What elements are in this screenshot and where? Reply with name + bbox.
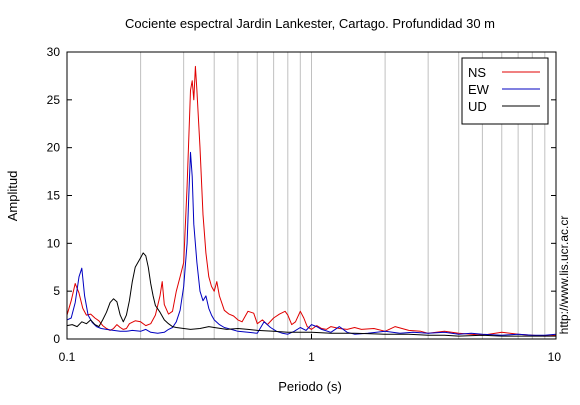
series-line-ns bbox=[66, 65, 557, 337]
y-tick-label-25: 25 bbox=[47, 93, 61, 107]
chart-title: Cociente espectral Jardin Lankester, Car… bbox=[125, 16, 495, 31]
source-annotation: http://www.lis.ucr.ac.cr bbox=[557, 216, 571, 335]
x-axis-label: Periodo (s) bbox=[278, 379, 342, 394]
legend: NS EW UD bbox=[461, 57, 549, 125]
series-line-ew bbox=[66, 151, 557, 336]
y-axis-label: Amplitud bbox=[5, 171, 20, 222]
y-tick-label-30: 30 bbox=[47, 45, 61, 59]
legend-label-ew: EW bbox=[468, 82, 490, 97]
y-tick-label-20: 20 bbox=[47, 141, 61, 155]
series-line-ud bbox=[66, 252, 556, 337]
x-tick-label-0.1: 0.1 bbox=[59, 350, 76, 364]
y-tick-label-10: 10 bbox=[47, 236, 61, 250]
axis-ticks: 0 5 10 15 20 25 30 0.1 1 10 bbox=[47, 45, 562, 364]
series-lines bbox=[66, 65, 557, 337]
y-tick-label-5: 5 bbox=[53, 284, 60, 298]
y-tick-label-15: 15 bbox=[47, 189, 61, 203]
legend-label-ns: NS bbox=[468, 65, 486, 80]
x-tick-label-10: 10 bbox=[548, 350, 562, 364]
legend-label-ud: UD bbox=[468, 99, 487, 114]
legend-box bbox=[461, 57, 549, 125]
x-tick-label-1: 1 bbox=[308, 350, 315, 364]
y-tick-label-0: 0 bbox=[53, 332, 60, 346]
